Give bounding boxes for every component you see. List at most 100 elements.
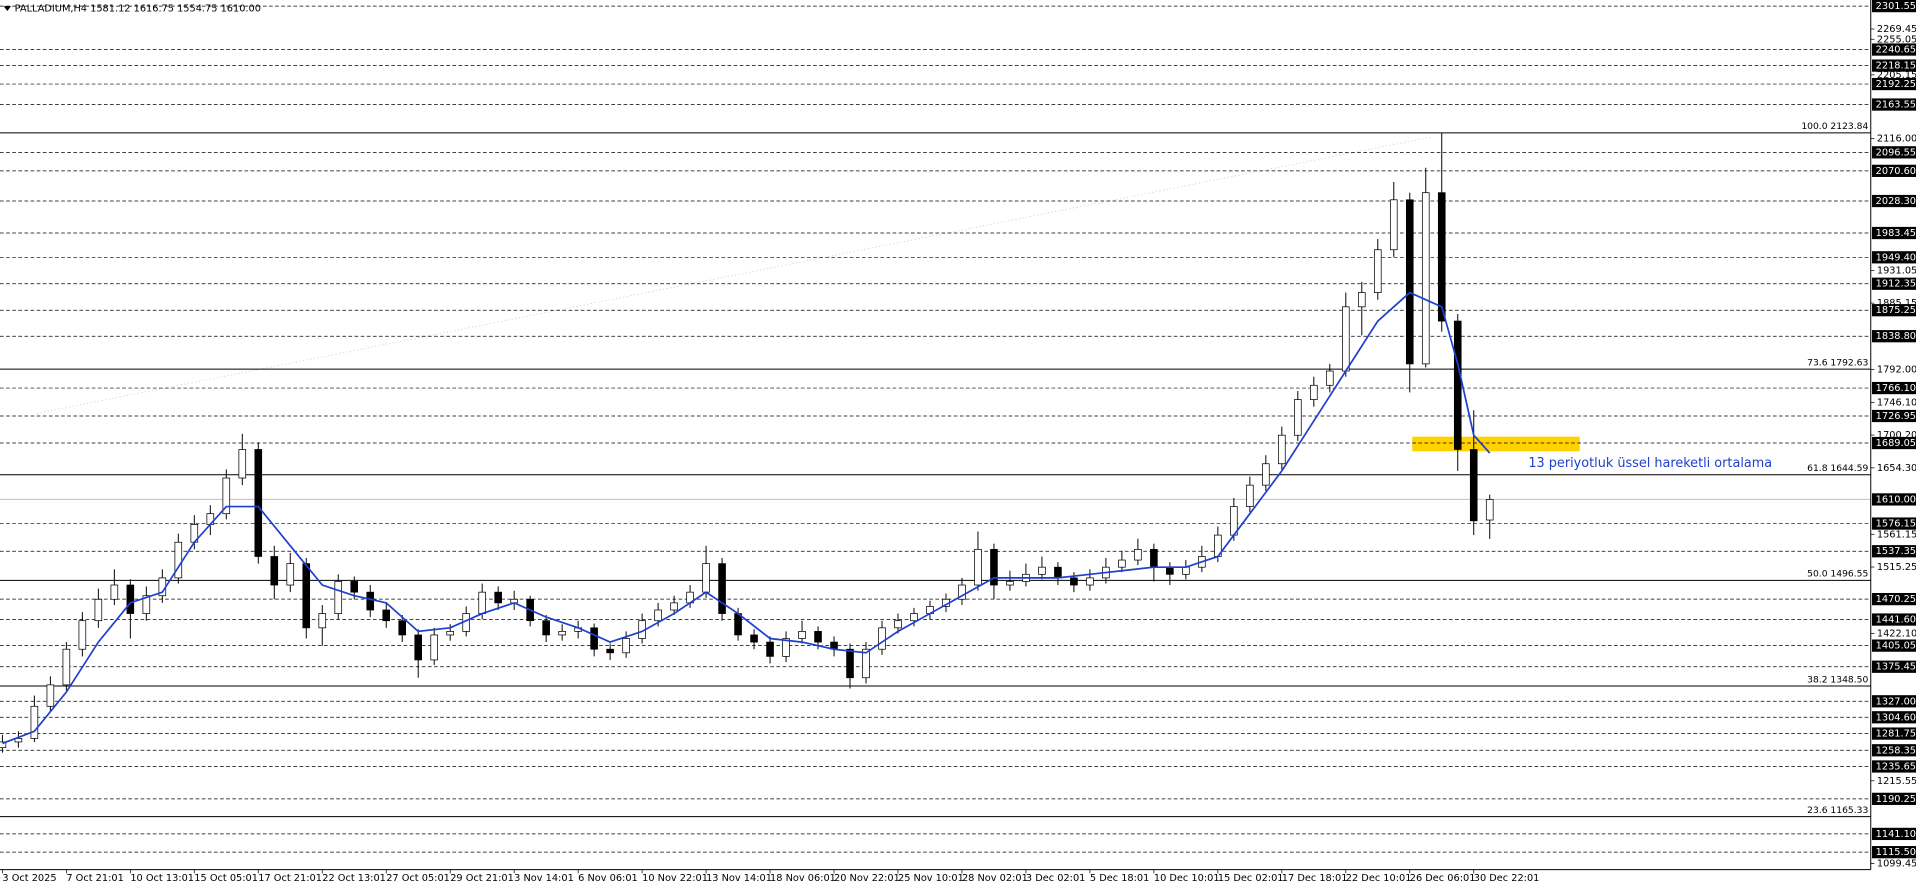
candle-body: [1182, 566, 1190, 575]
trend-line: [36, 136, 1432, 414]
y-tick-label: 1422.10: [1877, 628, 1916, 639]
level-label-box: [1871, 381, 1916, 395]
y-tick-label: 1700.20: [1877, 430, 1916, 441]
level-label: 1949.40: [1876, 252, 1916, 263]
candle-body: [62, 648, 71, 686]
level-label-box: [1871, 792, 1916, 805]
candle-body: [254, 449, 263, 557]
candle-body: [702, 563, 710, 593]
level-label-box: [1871, 164, 1916, 177]
candle-body: [1421, 192, 1430, 365]
level-label: 1912.35: [1876, 279, 1916, 290]
level-label-box: [1871, 146, 1916, 159]
x-tick-label: 5 Dec 18:01: [1090, 873, 1149, 884]
x-tick-label: 25 Nov 10:01: [898, 873, 964, 884]
x-tick-label: 3 Oct 2025: [2, 873, 56, 884]
x-tick-label: 3 Nov 14:01: [514, 873, 574, 884]
candle-body: [414, 634, 423, 661]
x-tick-label: 27 Oct 05:01: [386, 873, 450, 884]
x-tick-label: 29 Oct 21:01: [450, 873, 514, 884]
x-tick-label: 26 Dec 06:01: [1410, 873, 1476, 884]
level-label-box: [1871, 251, 1916, 264]
candle-body: [1150, 548, 1158, 568]
candle-body: [590, 627, 598, 650]
candle-body: [430, 634, 438, 661]
candle-body: [782, 638, 790, 657]
candle-body: [382, 609, 391, 622]
level-label-box: [1871, 827, 1916, 841]
level-label: 1375.45: [1876, 662, 1916, 673]
candle-body: [990, 548, 998, 586]
candle-body: [766, 641, 774, 657]
candle-body: [446, 631, 454, 636]
level-label-box: [1871, 660, 1916, 673]
candle-body: [606, 648, 614, 654]
x-tick-label: 10 Dec 10:01: [1154, 873, 1220, 884]
candle-body: [1437, 192, 1446, 322]
level-label-box: [1871, 77, 1916, 91]
menu-arrow[interactable]: [3, 6, 12, 12]
candle-body: [878, 627, 886, 650]
x-tick-label: 10 Nov 22:01: [642, 873, 708, 884]
level-label: 2218.15: [1876, 61, 1916, 72]
candle-body: [814, 631, 822, 643]
level-label: 1470.25: [1876, 594, 1916, 605]
level-label: 1235.65: [1876, 761, 1916, 772]
level-label-box: [1871, 846, 1916, 859]
candle-body: [94, 598, 103, 622]
level-label-box: [1871, 592, 1916, 606]
level-label: 1766.10: [1876, 383, 1916, 394]
level-label-box: [1871, 517, 1916, 530]
level-label: 1983.45: [1876, 228, 1916, 239]
candle-body: [174, 541, 183, 579]
y-tick-label: 1792.00: [1877, 365, 1916, 376]
level-label-box: [1871, 695, 1916, 708]
level-label-box: [1871, 304, 1916, 317]
x-tick-label: 17 Oct 21:01: [258, 873, 322, 884]
y-tick-label: 1515.25: [1877, 562, 1916, 573]
x-tick-label: 3 Dec 02:01: [1026, 873, 1085, 884]
candle-body: [110, 584, 119, 600]
y-tick-label: 1215.55: [1877, 776, 1916, 787]
y-tick-label: 1654.30: [1877, 463, 1916, 474]
candle-body: [1326, 370, 1334, 386]
candle-body: [1485, 499, 1494, 521]
level-label: 1141.10: [1876, 829, 1916, 840]
level-label-box: [1871, 194, 1916, 208]
candle-body: [238, 449, 247, 479]
candle-body: [1166, 566, 1174, 575]
x-tick-label: 10 Oct 13:01: [130, 873, 194, 884]
candle-body: [1006, 581, 1014, 586]
y-tick-label: 2255.05: [1877, 34, 1916, 45]
level-label: 1304.60: [1876, 712, 1916, 723]
level-label-box: [1871, 277, 1916, 290]
candle-body: [334, 581, 343, 614]
level-label: 1115.50: [1876, 847, 1916, 858]
level-label-box: [1871, 436, 1916, 450]
level-label: 2028.30: [1876, 196, 1916, 207]
candle-body: [1278, 434, 1286, 465]
candle-body: [1342, 306, 1350, 372]
level-label: 2070.60: [1876, 166, 1916, 177]
level-label-box: [1871, 98, 1916, 111]
level-label: 2163.55: [1876, 100, 1916, 111]
level-label: 2096.55: [1876, 147, 1916, 158]
level-label: 1537.35: [1876, 546, 1916, 557]
level-label: 1327.00: [1876, 696, 1916, 707]
y-tick-label: 1931.05: [1877, 265, 1916, 276]
level-label: 2192.25: [1876, 79, 1916, 90]
fib-label: 61.8 1644.59: [1807, 463, 1868, 474]
candle-body: [750, 634, 758, 643]
level-label-box: [1871, 226, 1916, 240]
level-label: 1838.80: [1876, 331, 1916, 342]
level-label-box: [1871, 43, 1916, 56]
candle-body: [846, 648, 854, 679]
candle-body: [0, 741, 7, 749]
last-price-label: 1610.00: [1876, 494, 1916, 505]
level-label-box: [1871, 727, 1916, 740]
level-label: 1258.35: [1876, 745, 1916, 756]
level-label: 1190.25: [1876, 794, 1916, 805]
level-label-box: [1871, 545, 1916, 558]
